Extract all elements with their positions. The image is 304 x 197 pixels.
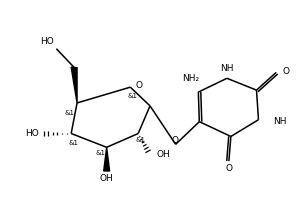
Text: O: O <box>171 136 178 145</box>
Text: &1: &1 <box>135 137 145 143</box>
Text: O: O <box>282 67 289 76</box>
Text: OH: OH <box>100 174 113 183</box>
Polygon shape <box>71 67 77 103</box>
Text: &1: &1 <box>96 150 106 156</box>
Text: NH: NH <box>273 117 287 126</box>
Text: OH: OH <box>157 150 171 159</box>
Text: O: O <box>225 164 232 174</box>
Polygon shape <box>104 147 110 171</box>
Text: &1: &1 <box>127 93 137 99</box>
Text: O: O <box>135 81 142 90</box>
Text: NH₂: NH₂ <box>182 74 199 83</box>
Text: HO: HO <box>25 129 39 138</box>
Text: &1: &1 <box>68 140 78 146</box>
Text: NH: NH <box>220 64 234 73</box>
Text: HO: HO <box>40 37 54 46</box>
Text: &1: &1 <box>64 110 74 116</box>
